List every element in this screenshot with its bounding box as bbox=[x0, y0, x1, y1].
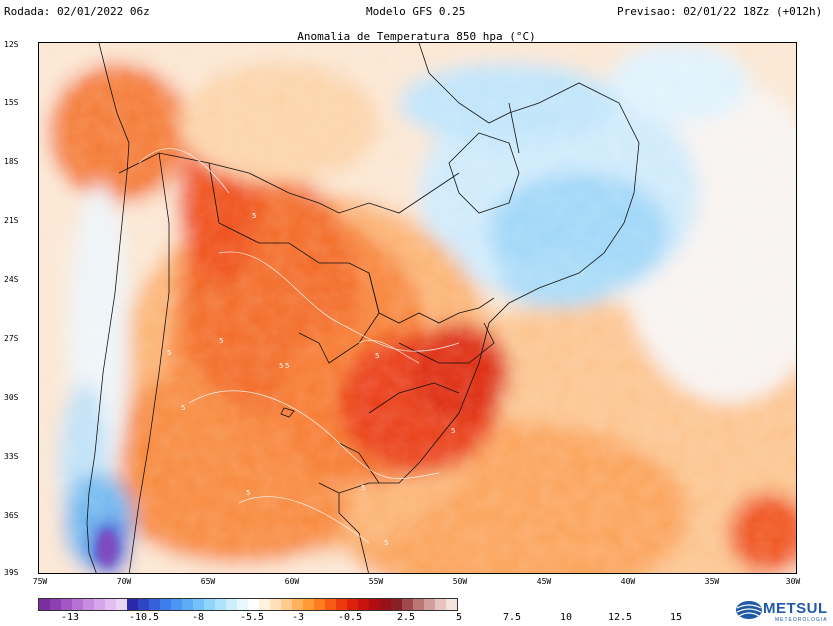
contour-label: 5 bbox=[252, 212, 256, 220]
colorbar-swatch bbox=[127, 599, 138, 610]
logo-text: METSUL bbox=[763, 600, 828, 617]
lon-label: 65W bbox=[200, 577, 216, 586]
colorbar-swatch bbox=[270, 599, 281, 610]
coastlines-borders bbox=[86, 43, 640, 573]
contour-label: 5 bbox=[375, 352, 379, 360]
colorbar-swatch bbox=[281, 599, 292, 610]
lon-label: 35W bbox=[704, 577, 720, 586]
colorbar-swatch bbox=[435, 599, 446, 610]
colorbar-swatch bbox=[215, 599, 226, 610]
colorbar-label: 7.5 bbox=[502, 612, 522, 623]
colorbar-label: 10 bbox=[559, 612, 573, 623]
colorbar-swatch bbox=[116, 599, 127, 610]
colorbar bbox=[38, 598, 458, 611]
lon-label: 50W bbox=[452, 577, 468, 586]
map-title: Anomalia de Temperatura 850 hpa (°C) bbox=[297, 30, 536, 43]
colorbar-swatch bbox=[149, 599, 160, 610]
contour-label: 5 bbox=[451, 427, 455, 435]
lat-label: 39S bbox=[4, 568, 19, 577]
lat-label: 27S bbox=[4, 334, 19, 343]
forecast-time-label: Previsao: 02/01/22 18Zz (+012h) bbox=[617, 5, 823, 18]
run-time-label: Rodada: 02/01/2022 06z bbox=[4, 5, 150, 18]
lat-label: 15S bbox=[4, 98, 19, 107]
colorbar-swatch bbox=[193, 599, 204, 610]
colorbar-swatch bbox=[171, 599, 182, 610]
colorbar-swatch bbox=[204, 599, 215, 610]
lon-label: 75W bbox=[32, 577, 48, 586]
globe-icon bbox=[736, 601, 762, 619]
colorbar-swatch bbox=[303, 599, 314, 610]
colorbar-swatch bbox=[424, 599, 435, 610]
temperature-anomaly-map: 5 5 5 5 5 5 5 5 5 5 5 bbox=[38, 42, 797, 574]
colorbar-swatch bbox=[380, 599, 391, 610]
colorbar-swatch bbox=[248, 599, 259, 610]
colorbar-label: -13 bbox=[60, 612, 80, 623]
colorbar-label: -3 bbox=[291, 612, 305, 623]
lat-label: 21S bbox=[4, 216, 19, 225]
colorbar-label: 2.5 bbox=[396, 612, 416, 623]
colorbar-swatch bbox=[347, 599, 358, 610]
lon-label: 40W bbox=[620, 577, 636, 586]
colorbar-swatch bbox=[50, 599, 61, 610]
colorbar-swatch bbox=[105, 599, 116, 610]
colorbar-swatch bbox=[314, 599, 325, 610]
lat-label: 30S bbox=[4, 393, 19, 402]
lat-label: 18S bbox=[4, 157, 19, 166]
colorbar-swatch bbox=[83, 599, 94, 610]
colorbar-swatch bbox=[446, 599, 457, 610]
contour-label: 5 bbox=[246, 489, 250, 497]
lat-label: 24S bbox=[4, 275, 19, 284]
lat-label: 36S bbox=[4, 511, 19, 520]
colorbar-swatch bbox=[325, 599, 336, 610]
colorbar-swatch bbox=[39, 599, 50, 610]
colorbar-swatch bbox=[391, 599, 402, 610]
lon-label: 30W bbox=[785, 577, 801, 586]
colorbar-label: 12.5 bbox=[607, 612, 633, 623]
colorbar-swatch bbox=[237, 599, 248, 610]
colorbar-label: -5.5 bbox=[239, 612, 265, 623]
colorbar-label: -0.5 bbox=[337, 612, 363, 623]
metsul-logo: METSUL METEOROLOGIA bbox=[735, 598, 828, 624]
colorbar-swatch bbox=[94, 599, 105, 610]
contour-label: 5 bbox=[167, 349, 171, 357]
colorbar-swatch bbox=[369, 599, 380, 610]
contour-label: 5 bbox=[285, 362, 289, 370]
model-label: Modelo GFS 0.25 bbox=[366, 5, 466, 18]
colorbar-swatch bbox=[292, 599, 303, 610]
lon-label: 70W bbox=[116, 577, 132, 586]
contour-label: 5 bbox=[219, 337, 223, 345]
contour-label: 5 bbox=[384, 539, 388, 547]
colorbar-label: 15 bbox=[669, 612, 683, 623]
lat-label: 12S bbox=[4, 40, 19, 49]
colorbar-swatch bbox=[358, 599, 369, 610]
lat-label: 33S bbox=[4, 452, 19, 461]
colorbar-label: -10.5 bbox=[128, 612, 160, 623]
contour-label: 5 bbox=[361, 484, 365, 492]
colorbar-swatch bbox=[226, 599, 237, 610]
logo-subtitle: METEOROLOGIA bbox=[775, 617, 828, 623]
colorbar-label: 5 bbox=[455, 612, 463, 623]
colorbar-swatch bbox=[402, 599, 413, 610]
colorbar-swatch bbox=[160, 599, 171, 610]
colorbar-swatch bbox=[182, 599, 193, 610]
colorbar-swatch bbox=[336, 599, 347, 610]
lon-label: 60W bbox=[284, 577, 300, 586]
colorbar-label: -8 bbox=[191, 612, 205, 623]
lon-label: 45W bbox=[536, 577, 552, 586]
contour-label: 5 bbox=[181, 404, 185, 412]
colorbar-swatch bbox=[138, 599, 149, 610]
lon-label: 55W bbox=[368, 577, 384, 586]
contour-label: 5 bbox=[279, 362, 283, 370]
colorbar-swatch bbox=[413, 599, 424, 610]
colorbar-swatch bbox=[259, 599, 270, 610]
colorbar-swatch bbox=[61, 599, 72, 610]
colorbar-swatch bbox=[72, 599, 83, 610]
